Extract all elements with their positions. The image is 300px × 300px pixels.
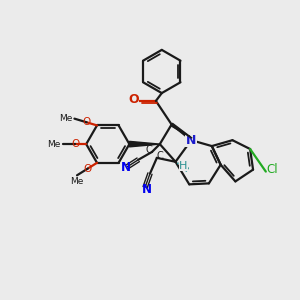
Text: C: C bbox=[156, 151, 163, 161]
Polygon shape bbox=[129, 141, 160, 147]
Polygon shape bbox=[171, 123, 192, 138]
Text: Cl: Cl bbox=[267, 163, 278, 176]
Text: C: C bbox=[146, 145, 152, 155]
Text: O: O bbox=[84, 164, 92, 173]
Text: Me: Me bbox=[47, 140, 61, 148]
Text: Me: Me bbox=[59, 114, 73, 123]
Text: H: H bbox=[179, 161, 188, 171]
Text: Me: Me bbox=[70, 177, 84, 186]
Text: O: O bbox=[82, 117, 91, 127]
Text: N: N bbox=[142, 183, 152, 196]
Text: O: O bbox=[71, 139, 80, 149]
Text: N: N bbox=[186, 134, 196, 147]
Text: O: O bbox=[128, 93, 139, 106]
Text: N: N bbox=[121, 161, 130, 174]
